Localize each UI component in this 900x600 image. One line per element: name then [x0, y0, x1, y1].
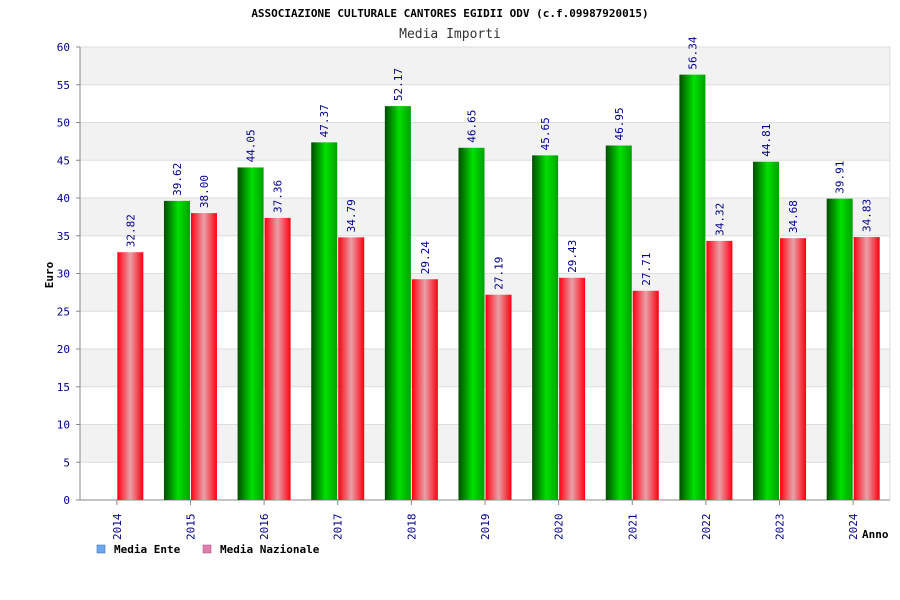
chart-subtitle: Media Importi	[399, 27, 501, 42]
legend-label-media-nazionale: Media Nazionale	[220, 543, 320, 556]
x-tick-label-2019: 2019	[479, 514, 492, 541]
bar-media-ente-2023	[753, 161, 780, 500]
y-tick-label: 10	[57, 419, 70, 432]
y-tick-label: 15	[57, 381, 70, 394]
y-tick-label: 5	[63, 456, 70, 469]
data-label-media-nazionale-2023: 34.68	[787, 200, 800, 233]
bar-media-nazionale-2017	[338, 237, 365, 500]
data-label-media-ente-2020: 45.65	[539, 117, 552, 150]
bar-media-nazionale-2019	[485, 294, 512, 500]
data-label-media-ente-2018: 52.17	[392, 68, 405, 101]
y-tick-label: 35	[57, 230, 70, 243]
y-tick-label: 30	[57, 268, 70, 281]
legend-swatch-media-ente	[96, 544, 106, 554]
x-tick-label-2016: 2016	[258, 514, 271, 541]
data-label-media-ente-2023: 44.81	[760, 124, 773, 157]
x-tick-label-2020: 2020	[553, 514, 566, 541]
data-label-media-nazionale-2014: 32.82	[124, 214, 137, 247]
x-axis-ticks: 2014 2015 2016 2017 2018 2019 2020 2021 2022 2023…	[111, 500, 860, 540]
bars	[117, 74, 880, 501]
bar-media-nazionale-2022	[706, 240, 733, 500]
bar-media-nazionale-2018	[411, 279, 438, 500]
bar-media-ente-2015	[163, 200, 190, 500]
grid-band	[80, 122, 890, 161]
x-tick-label-2017: 2017	[332, 514, 345, 541]
bar-media-ente-2016	[237, 167, 264, 501]
y-tick-label: 45	[57, 154, 70, 167]
bar-media-ente-2021	[605, 145, 632, 500]
y-tick-label: 25	[57, 305, 70, 318]
x-tick-label-2022: 2022	[700, 514, 713, 541]
chart-title: ASSOCIAZIONE CULTURALE CANTORES EGIDII O…	[251, 7, 648, 20]
data-label-media-ente-2019: 46.65	[466, 110, 479, 143]
x-tick-label-2024: 2024	[847, 513, 860, 540]
data-label-media-ente-2022: 56.34	[686, 36, 699, 69]
bar-media-ente-2018	[384, 106, 411, 500]
legend-swatch-media-nazionale	[202, 544, 212, 554]
y-tick-label: 40	[57, 192, 70, 205]
data-label-media-nazionale-2018: 29.24	[419, 241, 432, 274]
bar-media-nazionale-2016	[264, 217, 291, 500]
legend-label-media-ente: Media Ente	[114, 543, 181, 556]
x-tick-label-2018: 2018	[405, 514, 418, 541]
data-label-media-nazionale-2020: 29.43	[566, 240, 579, 273]
y-axis-ticks: 0 5 10 15 20 25 30 35 40 45 50 55 60	[57, 41, 80, 507]
data-label-media-nazionale-2016: 37.36	[272, 180, 285, 213]
data-label-media-nazionale-2019: 27.19	[493, 257, 506, 290]
legend: Media Ente Media Nazionale	[96, 543, 320, 556]
y-tick-label: 55	[57, 79, 70, 92]
bar-media-nazionale-2021	[632, 290, 659, 500]
x-tick-label-2023: 2023	[774, 514, 787, 541]
y-tick-label: 0	[63, 494, 70, 507]
data-label-media-ente-2016: 44.05	[245, 129, 258, 162]
bar-media-nazionale-2015	[190, 213, 217, 500]
y-tick-label: 60	[57, 41, 70, 54]
x-axis-title: Anno	[862, 528, 889, 541]
data-label-media-nazionale-2015: 38.00	[198, 175, 211, 208]
bar-media-nazionale-2020	[559, 277, 586, 500]
data-label-media-nazionale-2017: 34.79	[345, 199, 358, 232]
bar-media-ente-2020	[532, 155, 559, 500]
bar-media-nazionale-2023	[780, 238, 807, 500]
x-tick-label-2015: 2015	[184, 514, 197, 541]
x-tick-label-2014: 2014	[111, 513, 124, 540]
data-label-media-nazionale-2024: 34.83	[861, 199, 874, 232]
data-label-media-ente-2021: 46.95	[613, 107, 626, 140]
bar-media-nazionale-2014	[117, 252, 144, 500]
bar-media-ente-2022	[679, 74, 706, 501]
data-label-media-ente-2017: 47.37	[318, 104, 331, 137]
data-label-media-ente-2024: 39.91	[834, 161, 847, 194]
x-tick-label-2021: 2021	[626, 514, 639, 541]
bar-media-ente-2019	[458, 147, 485, 501]
y-tick-label: 50	[57, 117, 70, 130]
bar-data-labels: 32.82 39.62 38.00 44.05 37.36 47.37 34.79 52.17…	[124, 36, 873, 290]
data-label-media-ente-2015: 39.62	[171, 163, 184, 196]
bar-media-ente-2017	[311, 142, 338, 500]
data-label-media-nazionale-2021: 27.71	[640, 253, 653, 286]
bar-media-nazionale-2024	[853, 237, 880, 500]
y-tick-label: 20	[57, 343, 70, 356]
bar-media-ente-2024	[826, 198, 853, 500]
grid-band	[80, 47, 890, 85]
data-label-media-nazionale-2022: 34.32	[713, 203, 726, 236]
y-axis-title: Euro	[43, 261, 56, 288]
